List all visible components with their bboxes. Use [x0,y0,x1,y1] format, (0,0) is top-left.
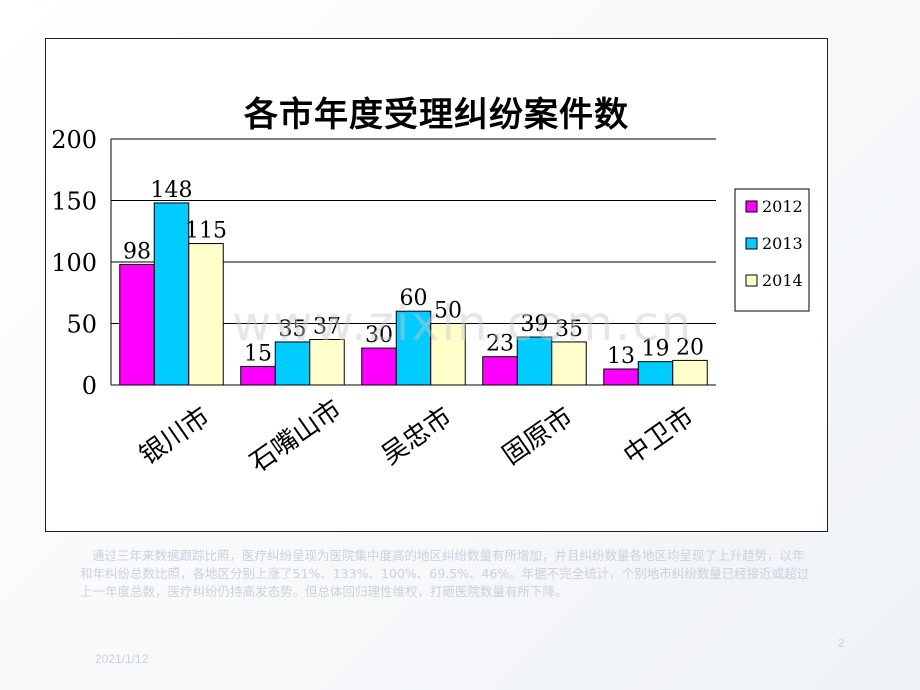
bar-2013-4 [637,361,674,386]
x-tick-label: 银川市 [134,402,215,471]
bar-2013-0 [153,202,190,386]
data-label: 13 [607,344,635,369]
bar-2014-4 [672,359,708,386]
data-label: 60 [400,286,428,311]
legend-swatch-2014 [745,274,758,287]
y-tick-label: 200 [51,126,97,154]
data-label: 19 [642,337,670,362]
data-label: 98 [123,239,151,264]
bar-2013-3 [516,336,553,386]
x-tick-label: 固原市 [497,402,578,471]
watermark: www.zixin.com.cn [232,296,694,352]
bar-2012-0 [119,263,155,386]
data-label: 30 [365,323,393,348]
y-tick-label: 100 [51,249,97,277]
data-label: 35 [279,317,307,342]
bar-2012-3 [482,356,518,386]
legend-label: 2014 [762,271,803,290]
data-label: 23 [486,332,514,357]
data-label: 50 [434,299,462,324]
x-tick-label: 石嘴山市 [245,394,347,478]
bar-2012-4 [603,368,639,386]
y-tick-label: 50 [66,311,97,339]
bar-2014-1 [309,338,345,386]
bar-2013-2 [395,310,432,386]
chart-frame: 各市年度受理纠纷案件数 0 50 100 150 200 98 148 115 银川市 15 35 3… [45,38,828,532]
legend-label: 2013 [762,234,803,253]
bar-2014-0 [188,243,224,386]
bar-2013-1 [274,341,311,386]
legend-label: 2012 [762,197,803,216]
data-label: 39 [521,312,549,337]
y-tick-label: 0 [82,372,97,400]
footer-date: 2021/1/12 [95,652,149,666]
chart-title: 各市年度受理纠纷案件数 [244,95,629,135]
data-label: 37 [313,314,341,339]
bar-2014-2 [430,323,466,386]
data-label: 115 [185,219,227,244]
x-tick-label: 吴忠市 [376,402,457,471]
page-number: 2 [838,636,845,650]
legend-swatch-2012 [745,200,758,213]
legend-swatch-2013 [745,237,758,250]
bar-2012-1 [240,366,276,386]
body-paragraph: 通过三年来数据跟踪比照，医疗纠纷呈现为医院集中度高的地区纠纷数量有所增加，并且纠… [80,548,810,599]
data-label: 35 [555,317,583,342]
bar-2014-3 [551,341,587,386]
data-label: 15 [244,342,272,367]
x-tick-label: 中卫市 [618,402,699,471]
data-label: 148 [151,178,193,203]
y-tick-label: 150 [51,188,97,216]
bar-2012-2 [361,347,397,386]
data-label: 20 [676,335,704,360]
